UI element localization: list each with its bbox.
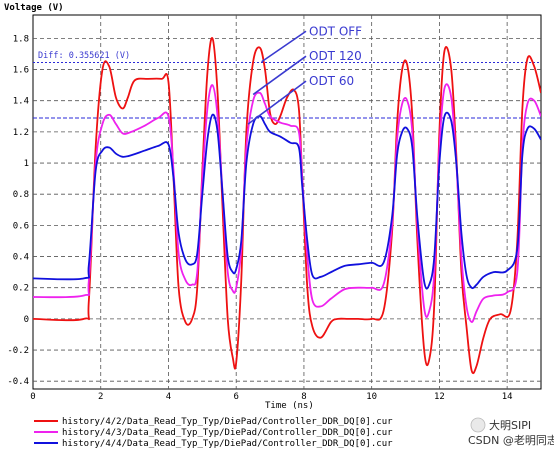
x-tick-label: 0	[30, 392, 35, 402]
annotation-arrow-1	[261, 30, 307, 63]
x-tick-label: 6	[233, 392, 238, 402]
y-tick-label: 0.2	[13, 284, 29, 294]
legend-entry-3: history/4/4/Data_Read_Typ_Typ/DiePad/Con…	[62, 439, 393, 449]
plot-area	[32, 14, 542, 390]
annotation-arrow-3	[247, 80, 307, 125]
watermark-caption: CSDN @老明同志	[468, 434, 554, 447]
diff-measurement-label: Diff: 0.355621 (V)	[38, 51, 130, 61]
x-tick-label: 14	[502, 392, 513, 402]
series-line-3	[33, 111, 541, 290]
y-tick-label: 0	[24, 315, 29, 325]
plot-frame	[32, 14, 542, 390]
x-tick-label: 10	[366, 392, 377, 402]
y-tick-label: 1.6	[13, 66, 29, 76]
watermark-brand: 大明SIPI	[489, 418, 531, 432]
tick-labels: 0 2 4 6 8 10 12 14 -0.4 -0.2 0 0.2 0.4 0.6 0.8 1 1.2 1.4 1…	[7, 34, 512, 402]
annotation-arrow-2	[252, 55, 307, 96]
y-tick-label: -0.2	[7, 346, 29, 356]
series-group	[33, 37, 541, 375]
y-tick-label: -0.4	[7, 377, 29, 387]
legend: history/4/2/Data_Read_Typ_Typ/DiePad/Con…	[34, 417, 393, 449]
y-axis-label: Voltage (V)	[4, 3, 64, 13]
wechat-icon	[470, 417, 486, 433]
y-tick-label: 1.8	[13, 34, 29, 44]
y-tick-label: 0.8	[13, 190, 29, 200]
annotation-label-1: ODT OFF	[309, 24, 362, 38]
annotations: ODT OFF ODT 120 ODT 60	[247, 24, 362, 125]
y-tick-label: 1	[24, 159, 29, 169]
y-tick-label: 0.6	[13, 221, 29, 231]
x-tick-label: 2	[98, 392, 103, 402]
y-tick-label: 0.4	[13, 253, 29, 263]
measurement-lines	[33, 62, 541, 119]
x-axis-label: Time (ns)	[265, 401, 314, 411]
x-tick-label: 4	[166, 392, 171, 402]
annotation-label-2: ODT 120	[309, 49, 362, 63]
watermark: 大明SIPI CSDN @老明同志	[468, 417, 554, 447]
x-tick-label: 8	[301, 392, 306, 402]
legend-entry-1: history/4/2/Data_Read_Typ_Typ/DiePad/Con…	[62, 417, 393, 427]
legend-entry-2: history/4/3/Data_Read_Typ_Typ/DiePad/Con…	[62, 428, 393, 438]
x-tick-label: 12	[434, 392, 445, 402]
annotation-label-3: ODT 60	[309, 74, 354, 88]
y-tick-label: 1.2	[13, 128, 29, 138]
y-tick-label: 1.4	[13, 97, 29, 107]
